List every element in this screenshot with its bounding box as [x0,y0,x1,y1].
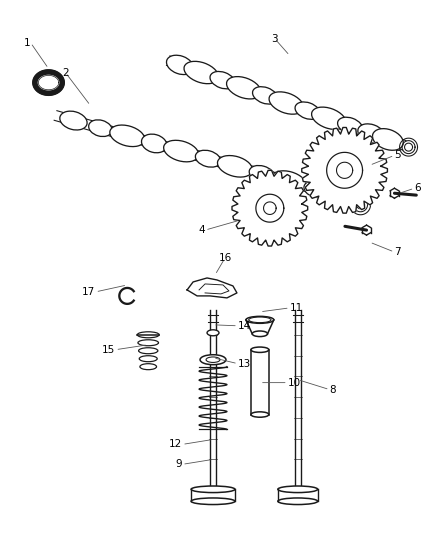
Ellipse shape [251,412,269,417]
Polygon shape [33,70,64,95]
Polygon shape [210,310,216,489]
Text: 1: 1 [24,38,31,48]
Ellipse shape [218,156,252,177]
Ellipse shape [269,92,304,114]
Ellipse shape [141,134,167,153]
Ellipse shape [88,120,112,136]
Ellipse shape [249,166,275,182]
Ellipse shape [278,498,318,505]
Ellipse shape [372,128,403,150]
Text: 12: 12 [169,439,182,449]
Ellipse shape [271,171,306,192]
Ellipse shape [191,498,235,505]
Polygon shape [302,127,388,213]
Ellipse shape [138,340,159,346]
Ellipse shape [295,102,320,119]
Ellipse shape [278,486,318,492]
Ellipse shape [252,331,268,336]
Text: 3: 3 [272,34,278,44]
Ellipse shape [311,107,346,130]
Text: 5: 5 [395,150,401,160]
Ellipse shape [139,356,157,362]
Ellipse shape [249,317,271,322]
Text: 16: 16 [219,253,232,263]
Polygon shape [264,202,276,214]
Polygon shape [327,152,363,188]
Ellipse shape [184,61,219,84]
Text: 9: 9 [176,459,182,470]
Text: 11: 11 [290,303,303,313]
Ellipse shape [246,317,274,324]
Ellipse shape [166,55,194,75]
Polygon shape [199,284,229,294]
Polygon shape [187,278,237,298]
Text: 2: 2 [62,68,69,78]
Polygon shape [362,225,371,235]
Text: 14: 14 [238,321,251,331]
Ellipse shape [304,181,327,198]
Ellipse shape [210,71,235,89]
Polygon shape [39,75,59,90]
Ellipse shape [206,357,220,362]
Ellipse shape [251,347,269,352]
Ellipse shape [164,140,198,162]
Text: 15: 15 [102,345,115,355]
Ellipse shape [60,111,87,130]
Ellipse shape [358,124,385,143]
Text: 17: 17 [82,287,95,297]
Polygon shape [336,162,353,179]
Ellipse shape [321,184,352,206]
Ellipse shape [110,125,145,147]
Ellipse shape [200,355,226,365]
Polygon shape [232,171,307,246]
Ellipse shape [137,332,159,338]
Ellipse shape [207,330,219,336]
Polygon shape [256,194,284,222]
Text: 4: 4 [198,225,205,235]
Ellipse shape [195,150,221,167]
Ellipse shape [338,117,363,135]
Polygon shape [295,310,301,489]
Ellipse shape [253,87,278,104]
Text: 7: 7 [395,247,401,257]
Ellipse shape [226,77,261,99]
Text: 6: 6 [414,183,421,193]
Ellipse shape [191,486,235,492]
Ellipse shape [138,348,158,354]
Polygon shape [390,188,399,198]
Ellipse shape [140,364,156,370]
Text: 10: 10 [288,378,301,387]
Text: 13: 13 [238,359,251,369]
Polygon shape [251,350,269,415]
Text: 8: 8 [330,385,336,394]
